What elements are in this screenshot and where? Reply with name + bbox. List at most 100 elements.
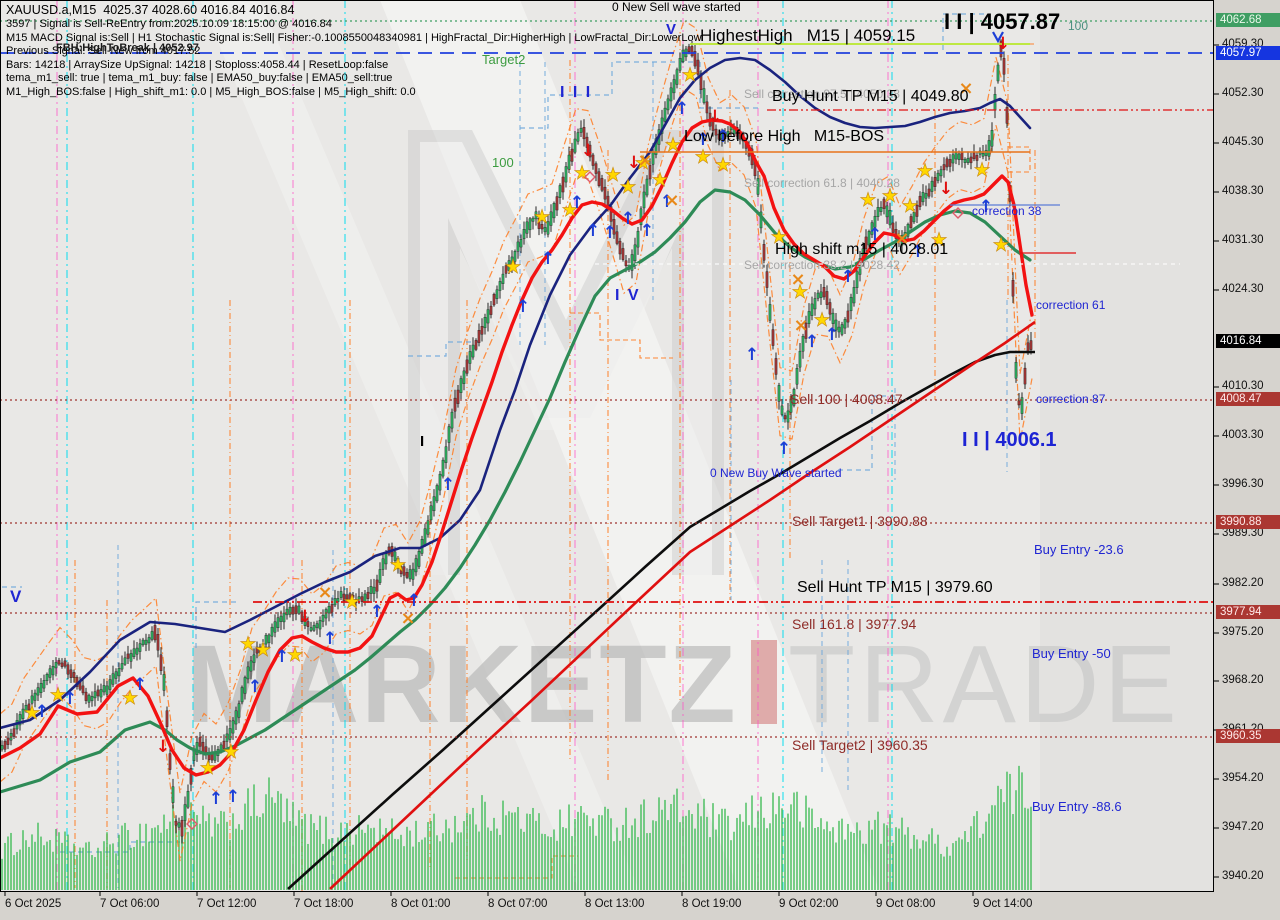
candles-layer xyxy=(0,39,1033,844)
candle-body xyxy=(435,485,439,502)
sell-arrow-icon: ↓ xyxy=(627,153,641,173)
price-tick-label: 3996.30 xyxy=(1222,478,1264,490)
candle-body xyxy=(378,569,382,583)
candle-body xyxy=(702,88,706,103)
candle-body xyxy=(372,586,376,594)
price-tick-label: 4003.30 xyxy=(1222,429,1264,441)
candle-body xyxy=(177,822,181,828)
candle-body xyxy=(588,144,592,158)
buy-arrow-icon: ↑ xyxy=(209,789,223,809)
candle-body xyxy=(246,666,250,680)
candle-body xyxy=(267,634,271,644)
star-marker: ★ xyxy=(634,152,651,174)
candle-body xyxy=(480,326,484,335)
candle-body xyxy=(477,330,481,343)
star-marker: ★ xyxy=(343,591,360,613)
candle-body xyxy=(339,591,343,598)
buy-arrow-icon: ↑ xyxy=(516,297,530,317)
candle-body xyxy=(717,133,721,140)
time-axis-label: 9 Oct 14:00 xyxy=(973,898,1033,910)
price-tick-label: 4045.30 xyxy=(1222,136,1264,148)
candle-body xyxy=(369,586,373,594)
star-marker: ★ xyxy=(651,169,668,191)
candle-body xyxy=(384,553,388,565)
price-badge: 4062.68 xyxy=(1216,13,1280,27)
candle-body xyxy=(72,672,76,678)
candle-body xyxy=(345,594,349,600)
star-marker: ★ xyxy=(222,741,239,763)
candle-body xyxy=(774,358,778,375)
star-marker: ★ xyxy=(694,146,711,168)
candle-body xyxy=(570,148,574,162)
candle-body xyxy=(159,654,163,671)
candle-body xyxy=(69,669,73,678)
candle-body xyxy=(786,410,790,423)
candle-body xyxy=(357,596,361,600)
star-marker: ★ xyxy=(881,185,898,207)
candle-body xyxy=(483,317,487,329)
symbol-ohlc-line: XAUUSD.a,M15 4025.37 4028.60 4016.84 401… xyxy=(6,3,295,17)
candle-body xyxy=(1002,58,1006,75)
price-tick-label: 4031.30 xyxy=(1222,234,1264,246)
candle-body xyxy=(705,101,709,114)
candle-body xyxy=(537,217,541,229)
star-marker: ★ xyxy=(791,281,808,303)
candle-body xyxy=(87,694,91,703)
candle-body xyxy=(552,203,556,219)
time-axis-label: 9 Oct 02:00 xyxy=(779,898,839,910)
candle-body xyxy=(519,239,523,248)
buy-arrow-icon: ↑ xyxy=(441,475,455,495)
price-badge: 4016.84 xyxy=(1216,334,1280,348)
x-mark-icon: × xyxy=(400,608,415,629)
candle-body xyxy=(333,598,337,606)
candle-body xyxy=(846,310,850,323)
candle-body xyxy=(546,221,550,235)
candle-body xyxy=(531,217,535,222)
candle-body xyxy=(612,219,616,235)
candle-body xyxy=(663,107,667,122)
time-axis-background xyxy=(0,892,1280,920)
candle-body xyxy=(186,790,190,808)
candle-body xyxy=(849,297,853,312)
time-axis-label: 6 Oct 2025 xyxy=(5,898,62,910)
candle-body xyxy=(66,664,70,675)
price-tick-label: 4038.30 xyxy=(1222,185,1264,197)
candle-body xyxy=(966,157,970,163)
candle-body xyxy=(99,689,103,698)
candle-body xyxy=(678,58,682,71)
candle-body xyxy=(591,154,595,166)
x-mark-icon: × xyxy=(894,228,909,249)
candle-body xyxy=(393,551,397,561)
candle-body xyxy=(264,634,268,645)
candle-body xyxy=(198,737,202,747)
candle-body xyxy=(828,302,832,315)
time-axis[interactable]: 6 Oct 2025 7 Oct 06:00 7 Oct 12:00 7 Oct 18… xyxy=(0,892,1280,920)
candle-body xyxy=(726,130,730,138)
candle-body xyxy=(120,663,124,670)
candle-body xyxy=(165,710,169,727)
candle-body xyxy=(843,319,847,329)
candle-body xyxy=(501,273,505,284)
candle-body xyxy=(306,621,310,627)
candle-body xyxy=(57,660,61,665)
candle-body xyxy=(18,714,22,726)
candle-body xyxy=(489,305,493,315)
buy-arrow-icon: ↑ xyxy=(35,702,49,722)
candle-body xyxy=(126,653,130,659)
buy-arrow-icon: ↑ xyxy=(675,99,689,119)
candle-body xyxy=(645,178,649,196)
candle-body xyxy=(669,87,673,102)
candle-body xyxy=(579,127,583,133)
candle-body xyxy=(288,606,292,615)
candle-body xyxy=(510,256,514,266)
candle-body xyxy=(105,685,109,695)
price-axis-background xyxy=(1214,0,1280,920)
candle-body xyxy=(639,208,643,226)
candle-body xyxy=(600,178,604,191)
price-axis[interactable]: 4059.30 4052.30 4045.30 4038.30 4031.30 4024.… xyxy=(1214,0,1280,892)
candle-body xyxy=(354,599,358,603)
candle-body xyxy=(381,558,385,570)
candle-body xyxy=(582,127,586,140)
candle-body xyxy=(459,378,463,393)
